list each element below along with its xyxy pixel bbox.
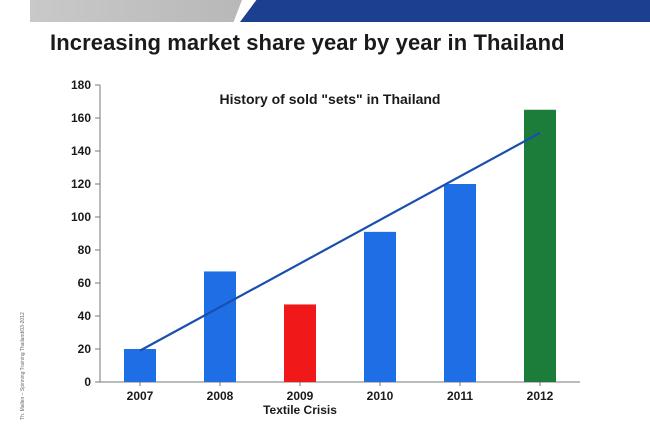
y-tick-label: 80 [78, 243, 92, 257]
bar-2010 [364, 231, 396, 382]
bars [124, 109, 556, 382]
y-tick-label: 0 [84, 375, 91, 389]
annotations: Textile Crisis [263, 403, 337, 417]
y-tick-label: 60 [78, 276, 92, 290]
x-tick-label: 2008 [207, 389, 234, 403]
trend-line [139, 131, 541, 352]
bar-2008 [204, 271, 236, 382]
y-tick-label: 100 [71, 210, 91, 224]
y-tick-label: 180 [71, 78, 91, 92]
bar-2009 [284, 304, 316, 382]
y-tick-label: 120 [71, 177, 91, 191]
bar-2011 [444, 184, 476, 382]
chart-title: History of sold "sets" in Thailand [220, 91, 441, 107]
y-tick-label: 160 [71, 111, 91, 125]
bar-2007 [124, 349, 156, 382]
x-tick-label: 2010 [367, 389, 394, 403]
x-tick-label: 2009 [287, 389, 314, 403]
y-tick-label: 40 [78, 309, 92, 323]
page-title: Increasing market share year by year in … [50, 30, 565, 55]
bar-2012 [524, 109, 556, 382]
y-axis-ticks: 0 20 40 60 80 100 120 140 160 180 [71, 78, 100, 389]
x-axis-ticks: 2007 2008 2009 2010 2011 2012 [127, 382, 554, 403]
x-tick-label: 2011 [447, 389, 473, 403]
x-tick-label: 2007 [127, 389, 154, 403]
y-tick-label: 20 [78, 342, 92, 356]
header-band-gray [30, 0, 242, 22]
annotation-label: Textile Crisis [263, 403, 337, 417]
header-band-blue [240, 0, 650, 22]
y-tick-label: 140 [71, 144, 91, 158]
x-tick-label: 2012 [527, 389, 554, 403]
